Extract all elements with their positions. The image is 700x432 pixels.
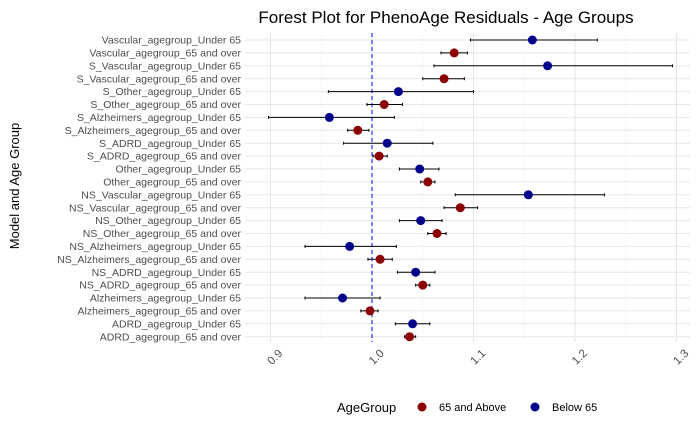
y-tick-label: Vascular_agegroup_Under 65	[102, 35, 241, 47]
estimate-point	[449, 48, 459, 58]
y-tick-label: S_ADRD_agegroup_Under 65	[99, 138, 241, 150]
y-tick-label: NS_Vascular_agegroup_65 and over	[69, 202, 242, 214]
estimate-point	[324, 112, 334, 122]
y-tick-label: S_Other_agegroup_65 and over	[90, 99, 241, 111]
estimate-point	[365, 306, 375, 316]
y-tick-label: S_Other_agegroup_Under 65	[103, 86, 242, 98]
estimate-point	[405, 332, 415, 342]
y-tick-label: ADRD_agegroup_Under 65	[112, 318, 241, 330]
y-tick-label: Alzheimers_agegroup_65 and over	[78, 306, 242, 318]
estimate-point	[455, 203, 465, 213]
y-tick-label: NS_Vascular_agegroup_Under 65	[81, 189, 241, 201]
estimate-point	[345, 241, 355, 251]
y-tick-label: S_ADRD_agegroup_65 and over	[87, 151, 242, 163]
x-tick-label: 1.3	[672, 348, 692, 368]
y-tick-label: NS_Other_agegroup_65 and over	[83, 228, 242, 240]
estimate-point	[382, 138, 392, 148]
y-tick-label: ADRD_agegroup_65 and over	[100, 331, 242, 343]
y-tick-label: Other_agegroup_65 and over	[103, 177, 241, 189]
y-tick-label: S_Vascular_agegroup_65 and over	[77, 73, 242, 85]
y-tick-label: S_Alzheimers_agegroup_65 and over	[65, 125, 242, 137]
y-tick-label: NS_Alzheimers_agegroup_65 and over	[57, 254, 241, 266]
y-tick-label: S_Alzheimers_agegroup_Under 65	[77, 112, 241, 124]
y-tick-labels: Vascular_agegroup_Under 65Vascular_agegr…	[57, 35, 241, 344]
estimate-point	[418, 280, 428, 290]
estimate-point	[393, 87, 403, 97]
y-tick-label: S_Vascular_agegroup_Under 65	[89, 60, 241, 72]
legend-marker-below-65	[530, 402, 540, 412]
estimate-point	[416, 216, 426, 226]
estimate-point	[523, 190, 533, 200]
legend: AgeGroup 65 and Above Below 65	[337, 400, 597, 415]
x-tick-label: 0.9	[266, 348, 286, 368]
estimate-point	[379, 100, 389, 109]
estimate-point	[374, 151, 384, 161]
legend-label-65-and-above: 65 and Above	[439, 402, 506, 414]
y-tick-label: Other_agegroup_Under 65	[115, 164, 241, 176]
grid	[245, 33, 690, 342]
legend-marker-65-and-above	[417, 402, 427, 412]
y-tick-label: NS_Alzheimers_agegroup_Under 65	[69, 241, 241, 253]
estimate-point	[338, 293, 348, 303]
y-axis-title: Model and Age Group	[7, 123, 22, 249]
estimate-point	[353, 125, 363, 135]
y-tick-label: Vascular_agegroup_65 and over	[89, 48, 241, 60]
y-tick-label: NS_Other_agegroup_Under 65	[95, 215, 241, 227]
x-tick-label: 1.1	[469, 348, 489, 368]
estimate-point	[415, 164, 425, 174]
estimate-point	[527, 35, 537, 45]
confidence-intervals	[267, 38, 673, 339]
x-tick-label: 1.0	[367, 348, 387, 368]
estimate-point	[432, 229, 442, 238]
legend-label-below-65: Below 65	[552, 402, 597, 414]
estimate-point	[543, 61, 553, 71]
chart-title: Forest Plot for PhenoAge Residuals - Age…	[258, 8, 633, 27]
legend-title: AgeGroup	[337, 400, 396, 415]
y-tick-label: NS_ADRD_agegroup_Under 65	[92, 267, 242, 279]
x-tick-label: 1.2	[570, 348, 590, 368]
estimate-point	[375, 254, 385, 264]
x-tick-labels: 0.9 1.0 1.1 1.2 1.3	[266, 348, 692, 368]
y-tick-label: NS_ADRD_agegroup_65 and over	[79, 280, 241, 292]
estimate-points	[324, 35, 553, 342]
estimate-point	[411, 267, 421, 277]
estimate-point	[423, 177, 433, 187]
estimate-point	[439, 74, 449, 84]
y-tick-label: Alzheimers_agegroup_Under 65	[90, 293, 241, 305]
estimate-point	[408, 319, 418, 329]
